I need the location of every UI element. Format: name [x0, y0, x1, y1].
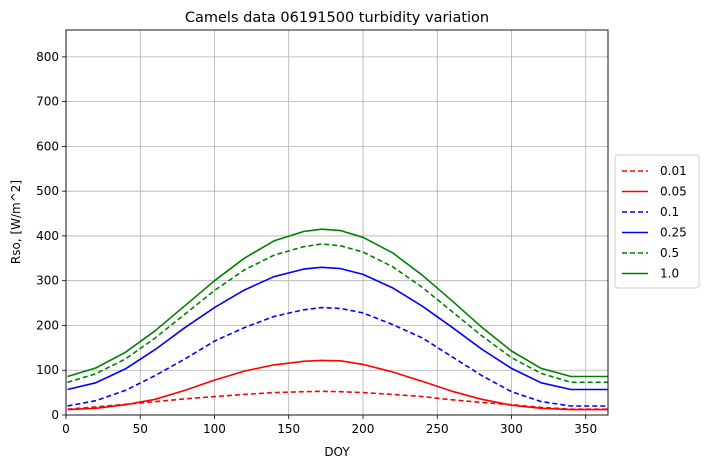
series-line-3 — [67, 266, 608, 391]
grid — [65, 30, 608, 416]
y-axis: 0 100 200 300 400 500 600 700 800 — [36, 50, 66, 422]
y-tick-label: 300 — [36, 274, 59, 288]
y-tick-label: 700 — [36, 95, 59, 109]
y-tick-label: 500 — [36, 184, 59, 198]
series-lines — [67, 228, 608, 411]
x-tick-label: 50 — [133, 422, 148, 436]
y-tick-label: 200 — [36, 318, 59, 332]
chart-title: Camels data 06191500 turbidity variation — [185, 10, 489, 26]
legend: 0.01 0.05 0.1 0.25 0.5 1.0 — [614, 154, 700, 289]
y-tick-label: 400 — [36, 229, 59, 243]
x-tick-label: 250 — [426, 422, 449, 436]
legend-label: 1.0 — [660, 267, 679, 281]
legend-box — [614, 154, 700, 289]
y-tick-label: 600 — [36, 139, 59, 153]
y-tick-label: 100 — [36, 363, 59, 377]
legend-label: 0.01 — [660, 164, 687, 178]
y-tick-label: 0 — [51, 408, 59, 422]
x-tick-label: 150 — [277, 422, 300, 436]
y-tick-label: 800 — [36, 50, 59, 64]
series-line-1 — [67, 359, 608, 411]
legend-label: 0.5 — [660, 246, 679, 260]
x-axis: 0 50 100 150 200 250 300 350 — [62, 415, 597, 436]
series-line-5 — [67, 228, 608, 378]
legend-label: 0.1 — [660, 205, 679, 219]
series-line-4 — [67, 243, 608, 384]
legend-label: 0.05 — [660, 185, 687, 199]
x-tick-label: 100 — [203, 422, 226, 436]
y-axis-label: Rso, [W/m^2] — [9, 180, 23, 264]
x-tick-label: 300 — [500, 422, 523, 436]
plot-frame — [65, 29, 609, 416]
x-axis-label: DOY — [324, 445, 350, 459]
x-tick-label: 350 — [574, 422, 597, 436]
legend-label: 0.25 — [660, 226, 687, 240]
series-line-2 — [67, 306, 608, 407]
x-tick-label: 200 — [352, 422, 375, 436]
x-tick-label: 0 — [62, 422, 70, 436]
